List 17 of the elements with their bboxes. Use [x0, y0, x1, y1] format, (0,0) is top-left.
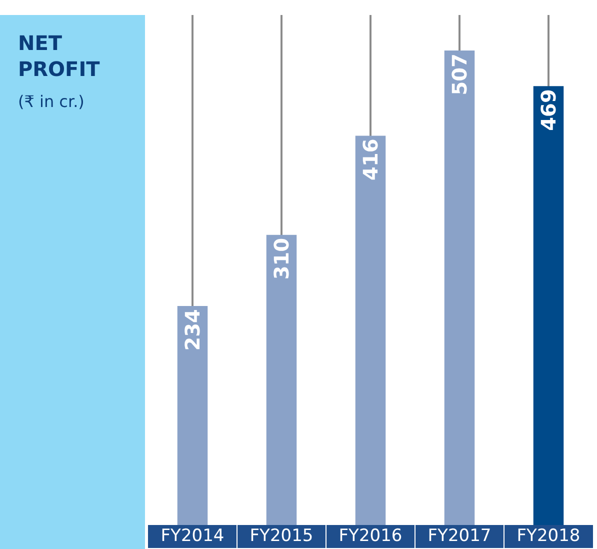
bar [533, 86, 564, 525]
data-label: 416 [358, 138, 382, 180]
x-tick-label: FY2018 [516, 526, 580, 546]
data-label: 310 [270, 238, 294, 280]
x-tick-label: FY2016 [338, 526, 402, 546]
x-tick-label: FY2017 [428, 526, 492, 546]
data-label: 469 [536, 89, 560, 131]
x-tick-label: FY2014 [160, 526, 224, 546]
bar [444, 50, 475, 525]
bar [355, 136, 386, 525]
data-label: 507 [448, 54, 472, 96]
text: NET PROFIT [18, 30, 101, 82]
x-tick-label: FY2015 [250, 526, 314, 546]
bar [177, 306, 208, 525]
text: (₹ in cr.) [18, 92, 84, 111]
bar [266, 234, 297, 525]
data-label: 234 [180, 309, 204, 351]
